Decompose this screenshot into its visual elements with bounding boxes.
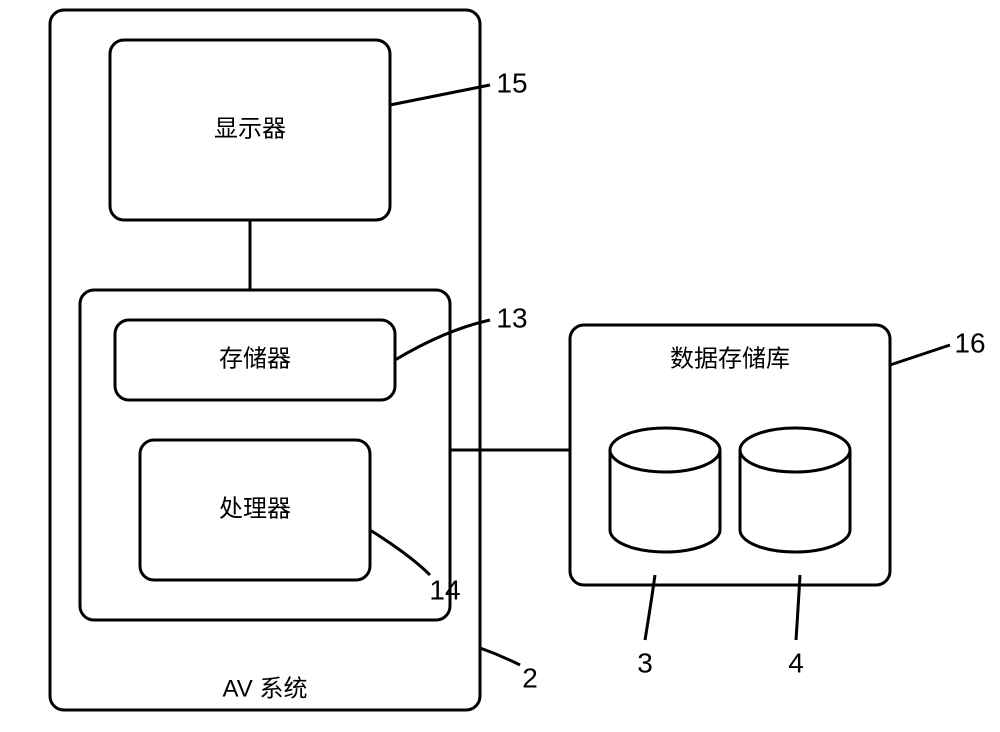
refnum-15: 15 — [496, 67, 527, 98]
refnum-13: 13 — [496, 302, 527, 333]
data-store-label: 数据存储库 — [670, 345, 790, 372]
leader-16 — [890, 345, 950, 365]
database-right-icon — [740, 428, 850, 552]
processor-label: 处理器 — [219, 495, 291, 522]
refnum-3: 3 — [637, 647, 653, 678]
refnum-2: 2 — [522, 662, 538, 693]
leader-2 — [480, 648, 520, 665]
database-left-icon — [610, 428, 720, 552]
av-system-label: AV 系统 — [223, 675, 308, 702]
refnum-4: 4 — [788, 647, 804, 678]
display-label: 显示器 — [214, 115, 286, 142]
refnum-16: 16 — [954, 327, 985, 358]
memory-label: 存储器 — [219, 345, 291, 372]
refnum-14: 14 — [429, 574, 460, 605]
